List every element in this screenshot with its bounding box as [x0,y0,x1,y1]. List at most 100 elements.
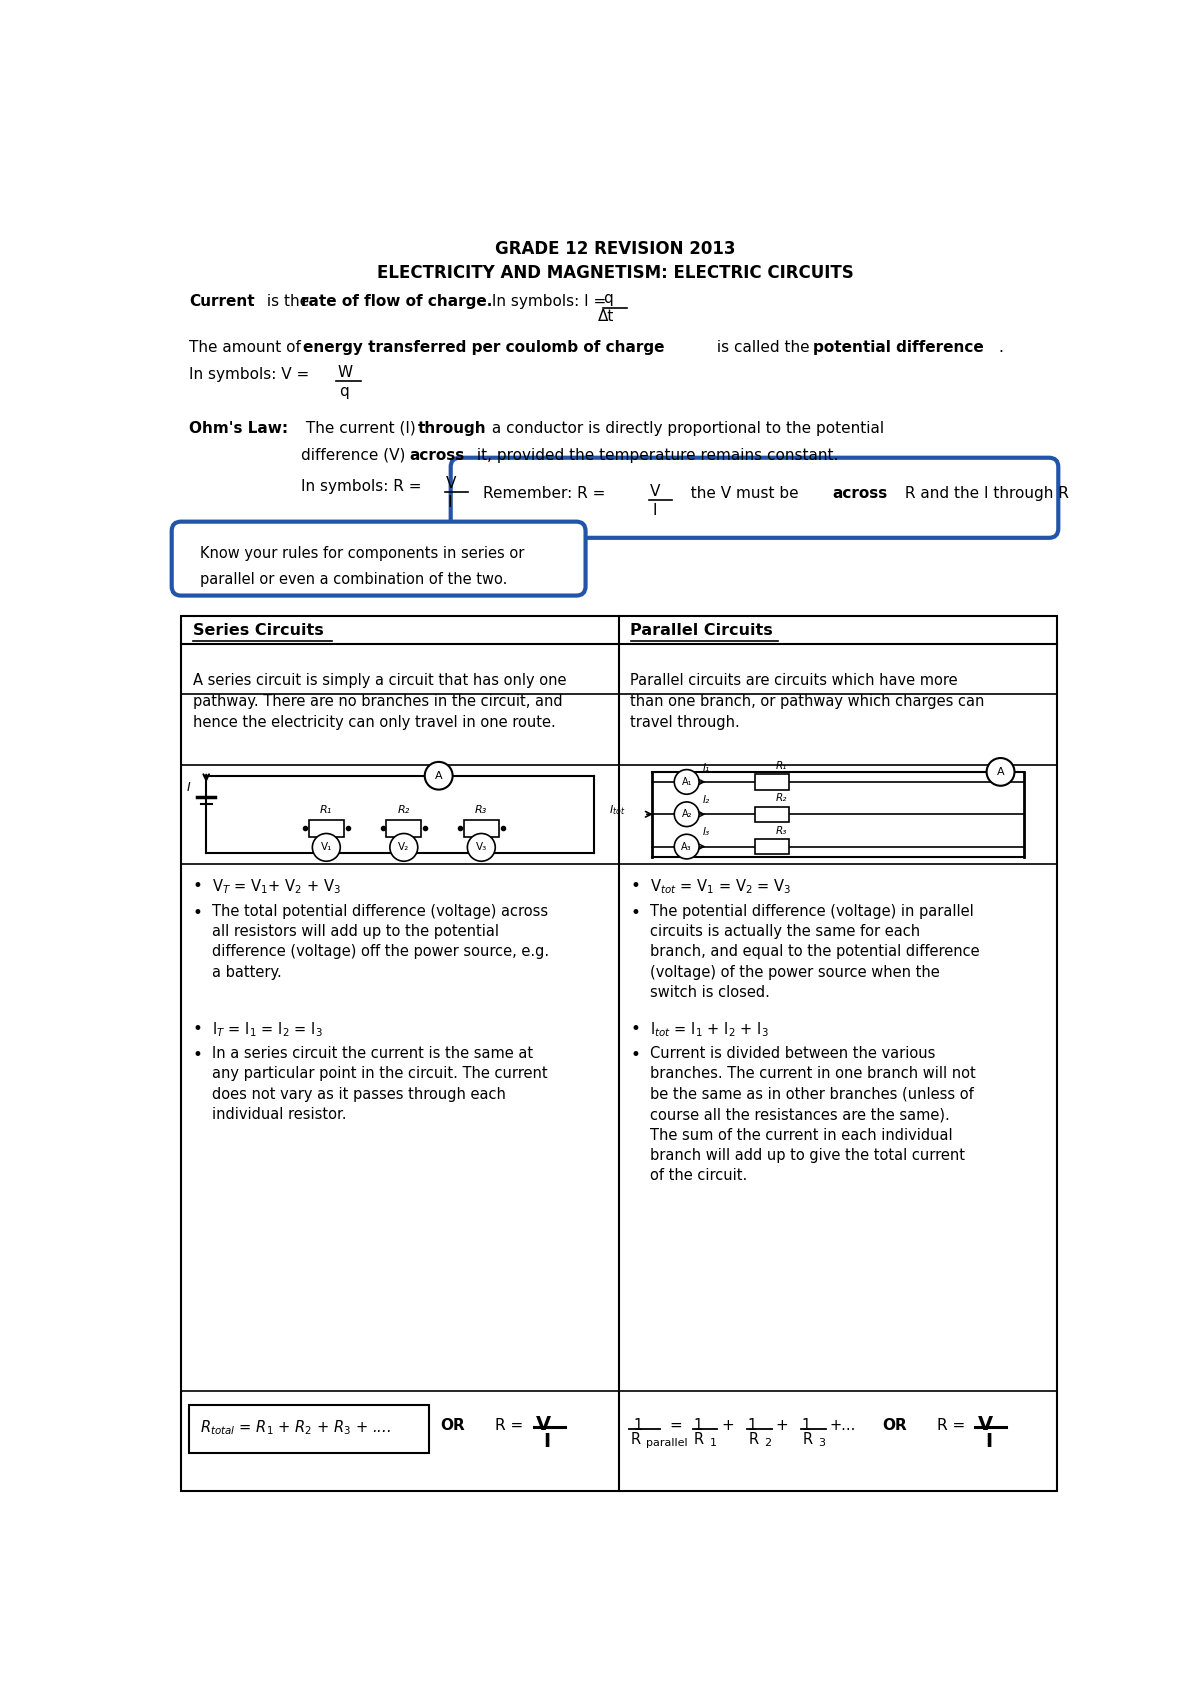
Text: •: • [193,903,203,921]
Text: across: across [409,448,464,463]
Text: A₃: A₃ [682,842,692,852]
Text: R: R [630,1432,641,1448]
Text: I: I [544,1432,551,1451]
Circle shape [467,833,496,860]
Text: I$_{tot}$ = I$_1$ + I$_2$ + I$_3$: I$_{tot}$ = I$_1$ + I$_2$ + I$_3$ [650,1020,769,1039]
Text: Current: Current [188,294,254,309]
Bar [464,820,499,837]
Text: V₂: V₂ [398,842,409,852]
Text: .: . [998,339,1003,355]
Circle shape [390,833,418,860]
Text: the V must be: the V must be [680,487,803,501]
Text: •: • [630,877,641,896]
Text: GRADE 12 REVISION 2013: GRADE 12 REVISION 2013 [494,239,736,258]
Text: •: • [193,877,203,896]
Text: ELECTRICITY AND MAGNETISM: ELECTRIC CIRCUITS: ELECTRICITY AND MAGNETISM: ELECTRIC CIRC… [377,265,853,282]
Text: V: V [536,1415,551,1434]
Text: •: • [193,1045,203,1064]
Text: OR: OR [440,1419,466,1432]
Text: q: q [604,292,613,307]
Text: energy transferred per coulomb of charge: energy transferred per coulomb of charge [304,339,665,355]
Circle shape [425,762,452,789]
Text: R₃: R₃ [475,804,487,815]
Text: 1: 1 [709,1437,716,1448]
Text: across: across [832,487,887,501]
FancyBboxPatch shape [451,458,1058,538]
Text: Parallel circuits are circuits which have more
than one branch, or pathway which: Parallel circuits are circuits which hav… [630,672,985,730]
Text: q: q [340,384,349,399]
Text: Series Circuits: Series Circuits [193,623,323,638]
Circle shape [312,833,341,860]
Text: R: R [803,1432,812,1448]
Text: V: V [650,484,660,499]
Text: it, provided the temperature remains constant.: it, provided the temperature remains con… [472,448,838,463]
Text: •: • [193,1020,203,1039]
Text: +: + [721,1419,734,1432]
Text: 1: 1 [634,1419,643,1432]
Bar [386,820,421,837]
Text: +: + [775,1419,788,1432]
Text: The potential difference (voltage) in parallel
circuits is actually the same for: The potential difference (voltage) in pa… [650,903,979,1000]
Text: R$_{total}$ = R$_1$ + R$_2$ + R$_3$ + ....: R$_{total}$ = R$_1$ + R$_2$ + R$_3$ + ..… [200,1419,391,1437]
Bar [755,838,790,854]
Text: W: W [337,365,353,380]
Text: Parallel Circuits: Parallel Circuits [630,623,773,638]
Text: The total potential difference (voltage) across
all resistors will add up to the: The total potential difference (voltage)… [212,903,550,979]
Circle shape [986,759,1014,786]
Text: is the: is the [263,294,314,309]
Text: 3: 3 [818,1437,826,1448]
Text: R =: R = [937,1419,970,1432]
Circle shape [674,803,700,826]
Text: •: • [630,1020,641,1039]
Text: A₂: A₂ [682,809,692,820]
Text: I: I [985,1432,992,1451]
Text: A series circuit is simply a circuit that has only one
pathway. There are no bra: A series circuit is simply a circuit tha… [193,672,566,730]
Text: The current (I): The current (I) [301,421,421,436]
Text: The amount of: The amount of [188,339,306,355]
Text: I$_T$ = I$_1$ = I$_2$ = I$_3$: I$_T$ = I$_1$ = I$_2$ = I$_3$ [212,1020,323,1039]
Text: A: A [434,770,443,781]
Text: =: = [670,1419,682,1432]
Text: parallel or even a combination of the two.: parallel or even a combination of the tw… [200,572,508,587]
Text: 1: 1 [694,1419,702,1432]
FancyBboxPatch shape [172,521,586,596]
Text: V$_{tot}$ = V$_1$ = V$_2$ = V$_3$: V$_{tot}$ = V$_1$ = V$_2$ = V$_3$ [650,877,792,896]
Text: V₃: V₃ [475,842,487,852]
Text: •: • [630,1045,641,1064]
Text: I: I [653,504,656,518]
Text: R₂: R₂ [776,794,787,803]
Text: R: R [694,1432,704,1448]
Text: A: A [997,767,1004,777]
Text: Remember: R =: Remember: R = [484,487,611,501]
Bar [755,774,790,789]
Bar [755,806,790,821]
Text: In symbols: R =: In symbols: R = [301,479,426,494]
Text: is called the: is called the [712,339,815,355]
Text: rate of flow of charge.: rate of flow of charge. [301,294,492,309]
Text: OR: OR [882,1419,907,1432]
Text: I$_{tot}$: I$_{tot}$ [610,803,625,818]
Text: 1: 1 [748,1419,757,1432]
Text: V₁: V₁ [320,842,332,852]
Text: Ohm's Law:: Ohm's Law: [188,421,288,436]
Text: I₂: I₂ [703,794,710,804]
Text: I: I [187,781,191,794]
Bar [308,820,343,837]
Text: •: • [630,903,641,921]
Text: 1: 1 [802,1419,811,1432]
Text: potential difference: potential difference [812,339,983,355]
Text: R₃: R₃ [776,826,787,837]
Text: V: V [446,477,456,490]
Text: V: V [978,1415,992,1434]
Text: +...: +... [829,1419,856,1432]
Text: a conductor is directly proportional to the potential: a conductor is directly proportional to … [487,421,884,436]
Text: I: I [448,496,452,511]
Text: R: R [749,1432,758,1448]
Text: Know your rules for components in series or: Know your rules for components in series… [200,546,524,562]
Circle shape [674,835,700,859]
Text: V$_T$ = V$_1$+ V$_2$ + V$_3$: V$_T$ = V$_1$+ V$_2$ + V$_3$ [212,877,341,896]
Text: difference (V): difference (V) [301,448,410,463]
Circle shape [674,770,700,794]
Text: R =: R = [494,1419,528,1432]
Text: R₂: R₂ [397,804,410,815]
